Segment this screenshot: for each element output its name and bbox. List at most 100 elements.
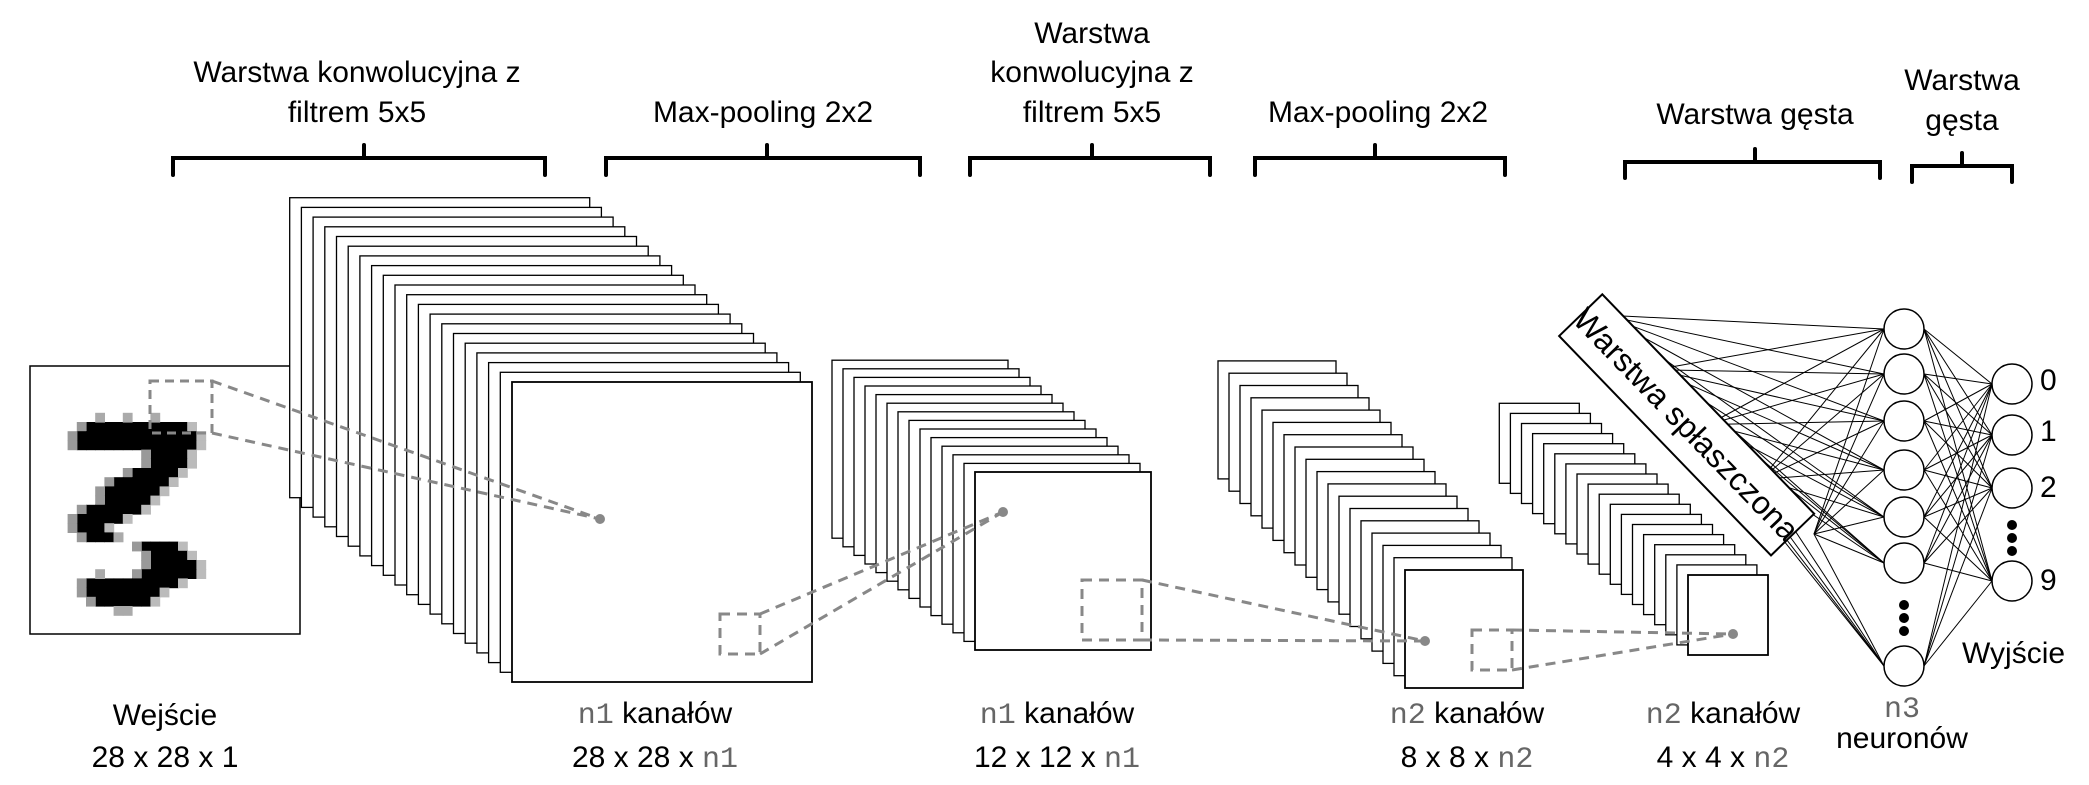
dims-text: 8 x 8 x <box>1401 741 1498 774</box>
digit-pixel <box>122 504 133 515</box>
digit-pixel <box>187 458 197 469</box>
digit-pixel <box>113 431 124 441</box>
digit-pixel <box>187 569 197 579</box>
channels-word: kanałów <box>614 697 733 730</box>
digit-pixel <box>104 504 115 515</box>
output-label-2: 2 <box>2040 471 2057 504</box>
digit-pixel <box>141 504 151 515</box>
digit-pixel <box>132 596 142 607</box>
digit-pixel <box>113 596 124 607</box>
digit-pixel <box>150 578 161 589</box>
digit-pixel <box>141 560 151 570</box>
digit-pixel <box>159 569 170 579</box>
digit-pixel <box>86 431 96 441</box>
digit-pixel <box>104 477 115 487</box>
digit-pixel <box>76 532 87 543</box>
digit-pixel <box>95 596 105 607</box>
output-neuron <box>1991 560 2033 602</box>
digit-pixel <box>104 486 115 497</box>
hidden-to-output-connection <box>1923 328 1993 385</box>
caption-pool2-dims: 4 x 4 x n2 <box>1657 741 1790 777</box>
ellipsis-dots <box>1899 520 2017 636</box>
output-label-1: 1 <box>2040 415 2057 448</box>
pool2-target-dot <box>1728 629 1738 639</box>
digit-pixel <box>113 587 124 598</box>
flatten-to-hidden-connection <box>1761 420 1885 480</box>
brace-pool1 <box>604 143 922 177</box>
digit-pixel <box>132 587 142 598</box>
hidden-to-output-connection <box>1923 383 1993 422</box>
digit-pixel <box>113 578 124 589</box>
dense-connections <box>1602 314 1993 667</box>
digit-pixel <box>113 495 124 506</box>
header-dense2-line2: gęsta <box>1925 104 1999 137</box>
caption-dense-neurons: neuronów <box>1836 722 1968 755</box>
flatten-to-hidden-connection <box>1813 516 1885 535</box>
brace-dense2 <box>1910 151 2014 184</box>
digit-pixel <box>141 596 151 607</box>
digit-pixel <box>95 532 105 543</box>
digit-pixel <box>150 477 161 487</box>
digit-pixel <box>150 458 161 469</box>
digit-pixel <box>132 541 142 552</box>
digit-pixel <box>76 431 87 441</box>
caption-pool2-channels: n2 kanałów <box>1646 697 1801 733</box>
digit-pixel <box>76 523 87 533</box>
hidden-neuron <box>1883 400 1925 442</box>
flatten-to-hidden-connection <box>1602 314 1885 422</box>
hidden-to-output-connection <box>1923 487 1993 667</box>
header-conv1-line2: filtrem 5x5 <box>288 96 426 129</box>
digit-pixel <box>104 431 115 441</box>
caption-input-line2: 28 x 28 x 1 <box>92 741 239 774</box>
var-n2: n2 <box>1753 743 1789 777</box>
digit-pixel <box>196 440 207 451</box>
digit-pixel <box>141 569 151 579</box>
digit-pixel <box>86 514 96 524</box>
digit-pixel <box>141 440 151 451</box>
digit-pixel <box>67 440 78 451</box>
digit-pixel <box>132 486 142 497</box>
dims-text: 12 x 12 x <box>974 741 1104 774</box>
output-neuron <box>1991 363 2033 405</box>
digit-pixel <box>187 431 197 441</box>
digit-pixel <box>196 560 207 570</box>
digit-pixel <box>122 468 133 478</box>
digit-pixel <box>132 578 142 589</box>
digit-pixel <box>150 468 161 478</box>
feature-map-stack-pool2 <box>1498 402 1769 656</box>
flatten-to-hidden-connection <box>1655 328 1885 371</box>
digit-pixel <box>141 486 151 497</box>
flatten-to-hidden-connection <box>1813 533 1885 667</box>
var-n1: n1 <box>1104 743 1140 777</box>
hidden-to-output-connection <box>1923 469 1993 489</box>
var-n1: n1 <box>578 699 614 733</box>
digit-pixel <box>150 412 161 423</box>
hidden-ellipsis-dot <box>1899 626 1909 636</box>
digit-pixel <box>168 541 179 552</box>
brace-conv1 <box>171 143 547 177</box>
digit-pixel <box>113 504 124 515</box>
digit-pixel <box>168 550 179 561</box>
flatten-to-hidden-connection <box>1655 369 1885 375</box>
digit-pixel <box>150 587 161 598</box>
flatten-to-hidden-connection <box>1602 314 1885 471</box>
digit-pixel <box>76 440 87 451</box>
conv1-target-dot <box>595 514 605 524</box>
digit-pixel <box>141 550 151 561</box>
flatten-to-hidden-connection <box>1760 328 1885 480</box>
flatten-to-hidden-connection <box>1708 424 1885 471</box>
digit-pixel <box>113 440 124 451</box>
pool1-receptive-field <box>1080 578 1144 642</box>
flatten-to-hidden-connection <box>1760 373 1885 480</box>
hidden-neuron <box>1883 308 1925 350</box>
header-dense1: Warstwa gęsta <box>1656 98 1854 131</box>
digit-pixel <box>104 578 115 589</box>
output-neuron <box>1991 467 2033 509</box>
digit-pixel <box>141 578 151 589</box>
digit-pixel <box>122 587 133 598</box>
feature-map-stack-pool1 <box>831 359 1152 651</box>
feature-map-stack-conv1 <box>289 197 813 683</box>
caption-pool1-channels: n1 kanałów <box>980 697 1135 733</box>
flatten-to-hidden-connection <box>1813 533 1885 564</box>
